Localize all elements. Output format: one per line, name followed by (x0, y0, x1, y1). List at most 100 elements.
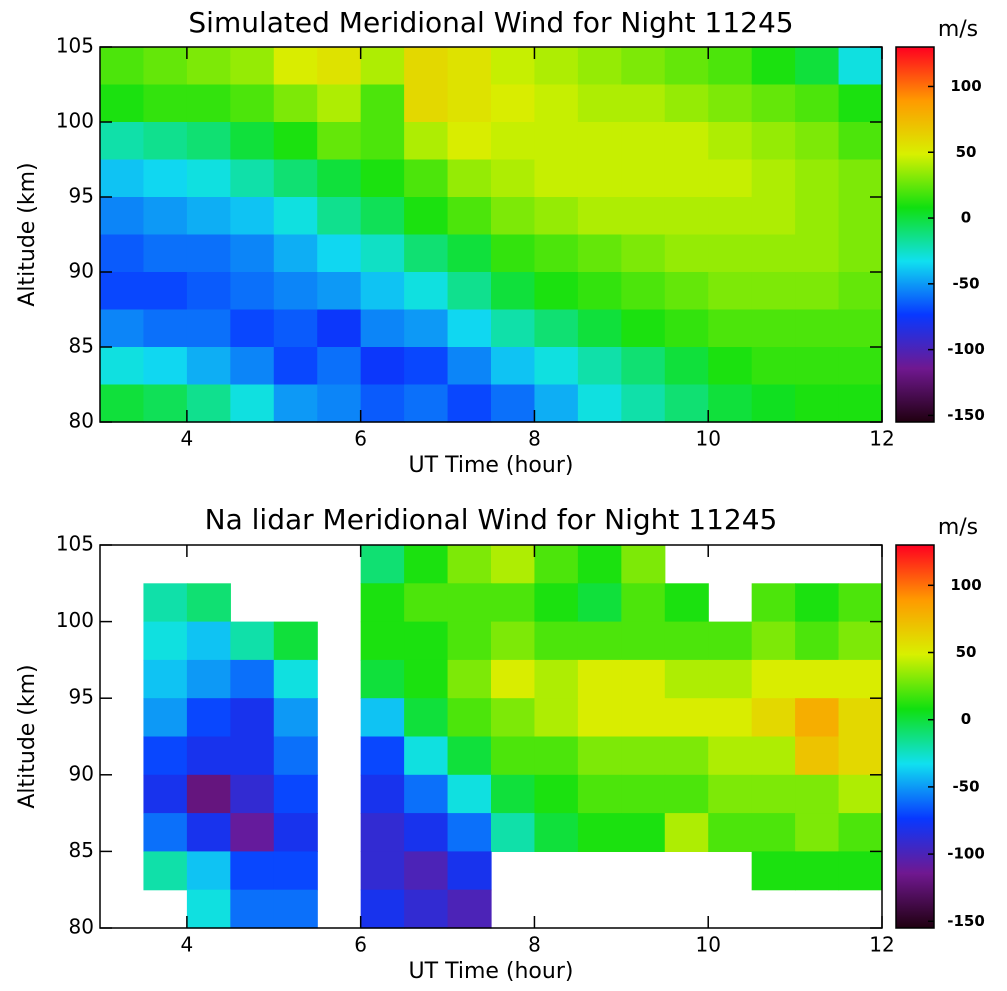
heat-cell (664, 347, 709, 386)
y-tick-label: 95 (69, 685, 94, 709)
heat-cell (795, 813, 840, 852)
heat-cell (708, 159, 753, 198)
heat-cell (360, 583, 405, 623)
heat-cell (621, 84, 666, 123)
heat-cell (317, 234, 362, 273)
heat-cell (143, 813, 188, 852)
heat-cell (751, 698, 796, 738)
heat-cell (317, 272, 362, 311)
heat-cell (404, 545, 449, 584)
x-axis-label: UT Time (hour) (409, 959, 574, 984)
heat-cell (230, 621, 275, 661)
heat-cell (838, 197, 883, 236)
y-tick-label: 95 (69, 184, 94, 208)
heat-cell (360, 545, 405, 584)
heat-cell (360, 84, 405, 123)
heat-cell (491, 813, 536, 852)
heat-cell (447, 384, 492, 423)
heat-cell (664, 659, 709, 699)
x-tick-label: 12 (869, 427, 894, 451)
heat-cell (186, 774, 231, 814)
heat-cell (577, 384, 622, 423)
heat-cell (577, 347, 622, 386)
colorbar-tick-label: 100 (950, 576, 981, 594)
heat-cell (447, 851, 492, 891)
colorbar-tick-label: -100 (947, 340, 985, 358)
heat-cell (795, 272, 840, 311)
heat-cell (404, 851, 449, 891)
heat-cell (100, 309, 145, 348)
y-tick-label: 105 (56, 532, 94, 556)
heat-cell (360, 813, 405, 852)
heat-cell (447, 197, 492, 236)
heat-cell (273, 384, 318, 423)
chart-title: Simulated Meridional Wind for Night 1124… (188, 6, 793, 39)
heat-cell (795, 122, 840, 161)
heat-cell (795, 47, 840, 86)
heat-cell (404, 736, 449, 776)
heat-cell (404, 621, 449, 661)
heat-cell (577, 736, 622, 776)
colorbar-tick-label: -50 (952, 274, 979, 292)
heat-cell (447, 583, 492, 623)
heat-cell (534, 736, 579, 776)
y-tick-label: 80 (69, 409, 94, 433)
heat-cell (795, 698, 840, 738)
heat-cell (621, 621, 666, 661)
heat-cell (230, 122, 275, 161)
heat-cell (838, 583, 883, 623)
heat-cell (100, 272, 145, 311)
heat-cell (273, 272, 318, 311)
heat-cell (230, 159, 275, 198)
heat-cell (273, 197, 318, 236)
heat-cell (404, 197, 449, 236)
heat-cell (795, 659, 840, 699)
heat-cell (100, 197, 145, 236)
heat-cell (360, 621, 405, 661)
heat-cell (621, 659, 666, 699)
heat-cell (186, 309, 231, 348)
chart-title: Na lidar Meridional Wind for Night 11245 (205, 503, 778, 536)
heat-cell (273, 698, 318, 738)
heat-cell (795, 384, 840, 423)
heat-cell (143, 197, 188, 236)
colorbar-tick-label: 50 (956, 143, 977, 161)
heat-cell (795, 851, 840, 891)
heat-cell (577, 583, 622, 623)
heat-cell (664, 813, 709, 852)
y-tick-label: 100 (56, 608, 94, 632)
heat-cell (447, 545, 492, 584)
heat-cell (621, 272, 666, 311)
plot-frame (99, 544, 883, 929)
heat-cell (664, 272, 709, 311)
heat-cell (273, 659, 318, 699)
heat-cell (317, 309, 362, 348)
colorbar-tick-label: -100 (947, 845, 985, 863)
heat-cell (447, 47, 492, 86)
heat-cell (491, 122, 536, 161)
heat-cell (447, 309, 492, 348)
heat-cell (186, 159, 231, 198)
heat-cell (447, 347, 492, 386)
heat-cell (708, 272, 753, 311)
heat-cell (404, 698, 449, 738)
heat-cell (664, 736, 709, 776)
heat-cell (447, 234, 492, 273)
heat-cell (491, 197, 536, 236)
heat-cell (360, 851, 405, 891)
heat-cell (360, 889, 405, 929)
colorbar-label: m/s (938, 17, 978, 42)
heat-cell (751, 347, 796, 386)
heat-cell (360, 347, 405, 386)
heat-cell (751, 234, 796, 273)
colorbar-tick-label: 100 (950, 77, 981, 95)
heat-cell (273, 234, 318, 273)
heat-cell (621, 384, 666, 423)
heat-cell (143, 736, 188, 776)
heat-cell (708, 659, 753, 699)
heat-cell (447, 774, 492, 814)
heat-cell (404, 384, 449, 423)
heat-cell (534, 309, 579, 348)
heat-cell (491, 621, 536, 661)
